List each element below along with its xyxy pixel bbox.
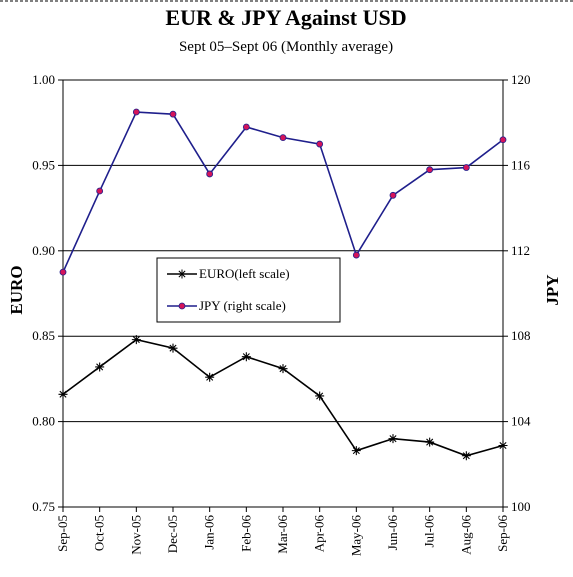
legend-label: EURO(left scale) (199, 266, 290, 281)
marker (389, 191, 397, 199)
marker (351, 446, 361, 456)
y-tick-label: 0.80 (32, 414, 55, 429)
legend-box (156, 257, 341, 323)
marker (131, 335, 141, 345)
x-tick-label: Aug-06 (458, 515, 473, 555)
y2-tick-label: 100 (511, 499, 531, 514)
marker (499, 136, 507, 144)
marker (279, 134, 287, 142)
legend-label: JPY (right scale) (199, 298, 286, 313)
marker (315, 391, 325, 401)
marker (132, 108, 140, 116)
x-tick-label: Nov-05 (128, 515, 143, 555)
marker (241, 352, 251, 362)
y2-tick-label: 108 (511, 328, 531, 343)
marker (206, 170, 214, 178)
x-tick-label: Sep-06 (495, 515, 510, 552)
marker (59, 268, 67, 276)
marker (498, 441, 508, 451)
series-line (62, 338, 504, 457)
chart-subtitle: Sept 05–Sept 06 (Monthly average) (179, 39, 393, 55)
marker (95, 362, 105, 372)
y-tick-label: 0.90 (32, 243, 55, 258)
x-tick-label: Jul-06 (422, 515, 437, 548)
y2-tick-label: 104 (511, 414, 531, 429)
marker (461, 451, 471, 461)
x-tick-label: Jan-06 (202, 515, 217, 550)
legend-marker (178, 302, 186, 310)
marker (425, 437, 435, 447)
x-tick-label: Apr-06 (312, 515, 327, 553)
x-tick-label: Dec-05 (165, 515, 180, 553)
x-tick-label: May-06 (348, 515, 363, 557)
marker (58, 389, 68, 399)
y2-axis-label: JPY (543, 274, 562, 305)
y-tick-label: 0.75 (32, 499, 55, 514)
chart-title: EUR & JPY Against USD (165, 5, 406, 30)
y-tick-label: 1.00 (32, 72, 55, 87)
marker (426, 166, 434, 174)
marker (168, 343, 178, 353)
marker (462, 164, 470, 171)
y-axis-label: EURO (7, 265, 26, 314)
x-tick-label: Sep-05 (55, 515, 70, 552)
x-tick-label: Feb-06 (238, 515, 253, 552)
x-tick-label: Jun-06 (385, 515, 400, 551)
y-tick-label: 0.85 (32, 328, 55, 343)
marker (278, 364, 288, 374)
x-tick-label: Mar-06 (275, 515, 290, 554)
marker (388, 434, 398, 444)
y-tick-label: 0.95 (32, 157, 55, 172)
x-tick-label: Oct-05 (92, 515, 107, 551)
marker (169, 110, 177, 118)
y2-tick-label: 112 (511, 243, 530, 258)
y2-tick-label: 120 (511, 72, 531, 87)
marker (242, 123, 250, 131)
y2-tick-label: 116 (511, 157, 531, 172)
marker (96, 187, 104, 195)
marker (205, 372, 215, 382)
marker (316, 140, 324, 148)
marker (352, 251, 360, 259)
legend-marker (177, 269, 187, 279)
